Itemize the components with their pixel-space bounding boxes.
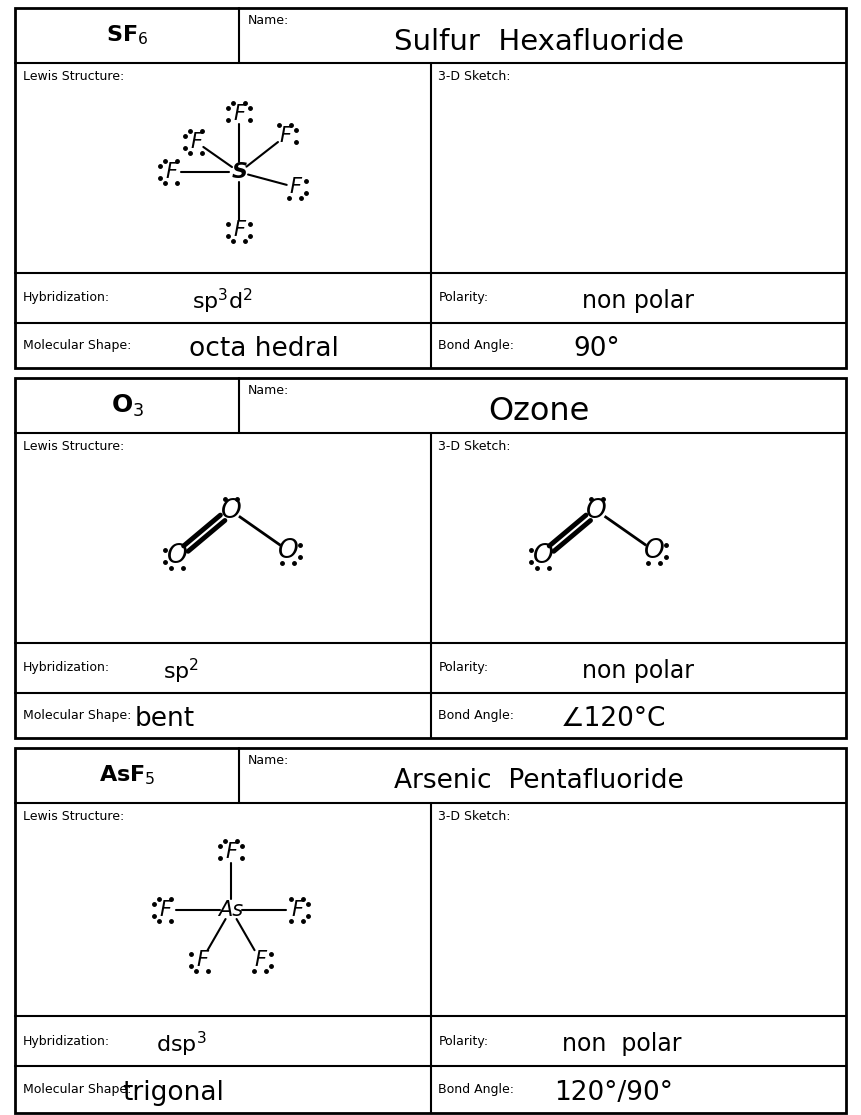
Text: Bond Angle:: Bond Angle: (438, 1083, 515, 1096)
Text: non polar: non polar (582, 659, 694, 683)
Text: O: O (220, 497, 241, 524)
Text: octa hedral: octa hedral (189, 336, 339, 361)
Text: Ozone: Ozone (488, 396, 589, 427)
Text: 90°: 90° (573, 336, 620, 361)
Text: Bond Angle:: Bond Angle: (438, 709, 515, 723)
Text: 3-D Sketch:: 3-D Sketch: (438, 809, 511, 823)
Text: dsp$^3$: dsp$^3$ (156, 1029, 207, 1058)
Text: O: O (278, 537, 299, 564)
Text: sp$^3$d$^2$: sp$^3$d$^2$ (192, 287, 253, 316)
Text: O: O (167, 543, 188, 569)
Text: O: O (586, 497, 607, 524)
Text: F: F (291, 900, 303, 920)
Text: Name:: Name: (247, 384, 288, 397)
Text: Hybridization:: Hybridization: (23, 1035, 110, 1047)
Text: F: F (254, 950, 266, 970)
Text: F: F (196, 950, 208, 970)
Text: F: F (225, 842, 237, 862)
Text: Hybridization:: Hybridization: (23, 661, 110, 675)
Text: Bond Angle:: Bond Angle: (438, 339, 515, 352)
Bar (15, 8, 846, 368)
Text: Polarity:: Polarity: (438, 661, 489, 675)
Text: sp$^2$: sp$^2$ (163, 657, 199, 686)
Text: F: F (279, 126, 291, 146)
Text: Name:: Name: (247, 13, 288, 27)
Text: F: F (233, 220, 245, 240)
Text: Arsenic  Pentafluoride: Arsenic Pentafluoride (393, 768, 684, 795)
Text: F: F (190, 132, 202, 152)
Text: F: F (159, 900, 171, 920)
Text: F: F (165, 162, 177, 182)
Text: Hybridization:: Hybridization: (23, 291, 110, 304)
Text: O: O (644, 537, 665, 564)
Bar (15, 748, 846, 1113)
Text: SF$_6$: SF$_6$ (106, 23, 148, 47)
Text: F: F (289, 177, 301, 197)
Text: Molecular Shape:: Molecular Shape: (23, 709, 132, 723)
Text: trigonal: trigonal (122, 1079, 224, 1105)
Text: F: F (233, 104, 245, 124)
Text: Sulfur  Hexafluoride: Sulfur Hexafluoride (393, 28, 684, 56)
Text: As: As (219, 900, 244, 920)
Text: S: S (232, 162, 247, 182)
Text: O: O (533, 543, 554, 569)
Text: Molecular Shape:: Molecular Shape: (23, 339, 132, 352)
Bar (15, 378, 846, 738)
Text: 3-D Sketch:: 3-D Sketch: (438, 439, 511, 453)
Text: non polar: non polar (582, 289, 694, 313)
Text: non  polar: non polar (562, 1032, 681, 1056)
Text: Polarity:: Polarity: (438, 1035, 489, 1047)
Text: bent: bent (134, 706, 195, 731)
Text: Lewis Structure:: Lewis Structure: (23, 809, 124, 823)
Text: Lewis Structure:: Lewis Structure: (23, 69, 124, 83)
Text: Lewis Structure:: Lewis Structure: (23, 439, 124, 453)
Text: 120°/90°: 120°/90° (554, 1079, 672, 1105)
Text: Polarity:: Polarity: (438, 291, 489, 304)
Text: AsF$_5$: AsF$_5$ (99, 764, 156, 787)
Text: Molecular Shape:: Molecular Shape: (23, 1083, 132, 1096)
Text: Name:: Name: (247, 754, 288, 766)
Text: ∠120°C: ∠120°C (561, 706, 666, 731)
Text: O$_3$: O$_3$ (110, 392, 144, 418)
Text: 3-D Sketch:: 3-D Sketch: (438, 69, 511, 83)
